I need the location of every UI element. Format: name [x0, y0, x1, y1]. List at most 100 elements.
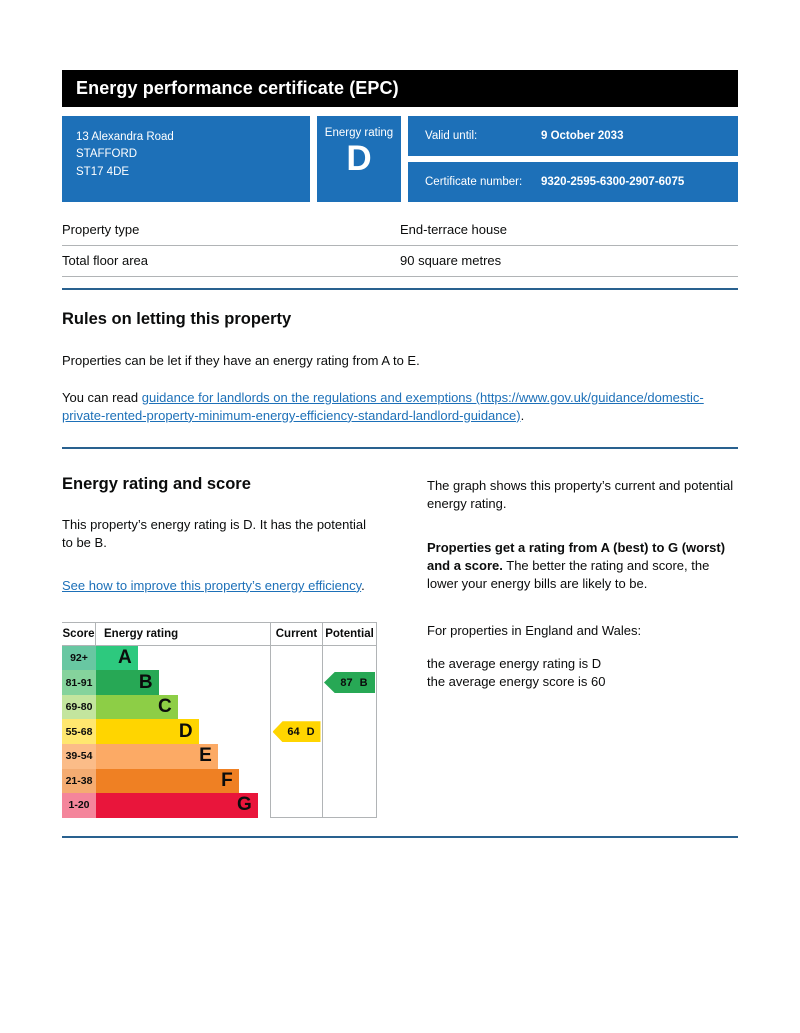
band-bar-b: B: [96, 670, 159, 695]
energy-rating-column-header: Energy rating: [104, 627, 179, 640]
certificate-number-label: Certificate number:: [425, 176, 523, 188]
potential-score-value: 87: [340, 676, 353, 689]
table-row: Property type End-terrace house: [62, 215, 738, 246]
certificate-number-value: 9320-2595-6300-2907-6075: [541, 176, 685, 188]
band-bar-e: E: [96, 744, 218, 769]
rating-scale-paragraph: Properties get a rating from A (best) to…: [427, 539, 738, 593]
potential-column-cell: [322, 744, 377, 769]
band-score-range: 81-91: [62, 670, 96, 695]
epc-document: Energy performance certificate (EPC) 13 …: [62, 70, 738, 838]
page-title: Energy performance certificate (EPC): [76, 78, 399, 98]
current-rating-marker: 64 D: [272, 721, 321, 743]
property-address: 13 Alexandra Road STAFFORD ST17 4DE: [62, 116, 310, 202]
rules-heading: Rules on letting this property: [62, 310, 292, 328]
potential-column-cell: 87 B: [322, 670, 377, 695]
explainer-column: The graph shows this property’s current …: [427, 475, 738, 818]
improve-paragraph: See how to improve this property’s energ…: [62, 577, 367, 595]
score-column-header: Score: [62, 622, 96, 645]
epc-band-row: 39-54 E: [62, 744, 377, 769]
guidance-suffix-text: .: [520, 407, 525, 423]
improve-suffix-text: .: [361, 577, 365, 593]
address-line-3: ST17 4DE: [76, 165, 130, 178]
band-bar-cell: A: [96, 645, 270, 671]
band-bar-cell: B: [96, 670, 270, 695]
band-bar-cell: F: [96, 768, 270, 794]
current-column-header: Current: [270, 622, 322, 645]
property-facts-table: Property type End-terrace house Total fl…: [62, 215, 738, 277]
epc-graph-header: Score Energy rating Current Potential: [62, 622, 377, 646]
certificate-validity: Valid until: 9 October 2033 Certificate …: [408, 116, 738, 202]
section-divider: [62, 446, 738, 449]
address-line-2: STAFFORD: [76, 148, 138, 161]
energy-rating-label: Energy rating: [324, 127, 394, 139]
certificate-summary: 13 Alexandra Road STAFFORD ST17 4DE Ener…: [62, 116, 738, 202]
band-bar-c: C: [96, 694, 178, 720]
rules-section: Rules on letting this property Propertie…: [62, 290, 738, 425]
band-bar-a: A: [96, 645, 138, 671]
property-type-label: Property type: [62, 222, 140, 237]
potential-column-cell: [322, 694, 377, 720]
band-score-range: 39-54: [62, 744, 96, 769]
epc-band-row: 92+ A: [62, 645, 377, 671]
valid-until-value: 9 October 2033: [541, 130, 624, 142]
valid-until-row: Valid until: 9 October 2033: [408, 116, 738, 156]
band-bar-cell: D: [96, 719, 270, 744]
band-bar-cell: G: [96, 793, 270, 818]
epc-band-row: 55-68 D 64 D: [62, 719, 377, 744]
current-column-cell: [270, 645, 322, 671]
epc-band-row: 1-20 G: [62, 793, 377, 818]
rating-scale-rest-text: The better the rating and score, the low…: [427, 557, 710, 591]
band-score-range: 69-80: [62, 694, 96, 720]
current-band-letter: D: [306, 725, 315, 738]
energy-rating-value: D: [346, 139, 372, 178]
current-column-cell: [270, 744, 322, 769]
potential-column-cell: [322, 645, 377, 671]
guidance-paragraph: You can read guidance for landlords on t…: [62, 389, 722, 425]
band-bar-f: F: [96, 768, 239, 794]
rating-scale-bold-text: Properties get a rating from A (best) to…: [427, 539, 726, 573]
energy-rating-section: Energy rating and score This property’s …: [62, 449, 738, 818]
current-column-cell: 64 D: [270, 719, 322, 744]
current-column-cell: [270, 793, 322, 818]
document-title-bar: Energy performance certificate (EPC): [62, 70, 738, 107]
band-score-range: 1-20: [62, 793, 96, 818]
epc-band-row: 69-80 C: [62, 694, 377, 720]
certificate-number-row: Certificate number: 9320-2595-6300-2907-…: [408, 162, 738, 202]
potential-band-letter: B: [359, 676, 368, 689]
current-column-cell: [270, 768, 322, 794]
valid-until-label: Valid until:: [425, 130, 478, 142]
rating-heading: Energy rating and score: [62, 474, 251, 493]
address-line-1: 13 Alexandra Road: [76, 131, 174, 143]
potential-column-cell: [322, 719, 377, 744]
rating-column: Energy rating and score This property’s …: [62, 475, 380, 818]
potential-column-cell: [322, 768, 377, 794]
graph-explainer-paragraph: The graph shows this property’s current …: [427, 477, 734, 511]
band-score-range: 55-68: [62, 719, 96, 744]
band-bar-cell: E: [96, 744, 270, 769]
band-bar-d: D: [96, 719, 199, 744]
average-rating-line: the average energy rating is D: [427, 656, 602, 672]
epc-band-row: 21-38 F: [62, 768, 377, 794]
table-row: Total floor area 90 square metres: [62, 246, 738, 277]
potential-column-header: Potential: [322, 622, 377, 645]
floor-area-label: Total floor area: [62, 253, 148, 268]
band-score-range: 92+: [62, 645, 96, 671]
landlord-guidance-link[interactable]: guidance for landlords on the regulation…: [62, 389, 704, 423]
rules-paragraph: Properties can be let if they have an en…: [62, 353, 420, 368]
epc-band-row: 81-91 B 87 B: [62, 670, 377, 695]
section-divider: [62, 835, 738, 838]
guidance-prefix-text: You can read: [62, 389, 142, 405]
rating-summary-paragraph: This property’s energy rating is D. It h…: [62, 516, 366, 550]
floor-area-value: 90 square metres: [400, 253, 502, 268]
improve-efficiency-link[interactable]: See how to improve this property’s energ…: [62, 577, 362, 593]
epc-rating-graph: Score Energy rating Current Potential 92…: [62, 621, 377, 818]
epc-chart-rows: 92+ A 81-91 B 87 B 69-80 C 55-68 D 64 D 39-54 E 21-38 F…: [62, 645, 377, 818]
property-type-value: End-terrace house: [400, 222, 507, 237]
average-score-line: the average energy score is 60: [427, 674, 606, 690]
energy-rating-box: Energy rating D: [317, 116, 401, 202]
potential-rating-marker: 87 B: [324, 672, 375, 694]
current-column-cell: [270, 670, 322, 695]
band-score-range: 21-38: [62, 768, 96, 794]
band-bar-g: G: [96, 793, 258, 818]
section-divider: [62, 288, 738, 290]
